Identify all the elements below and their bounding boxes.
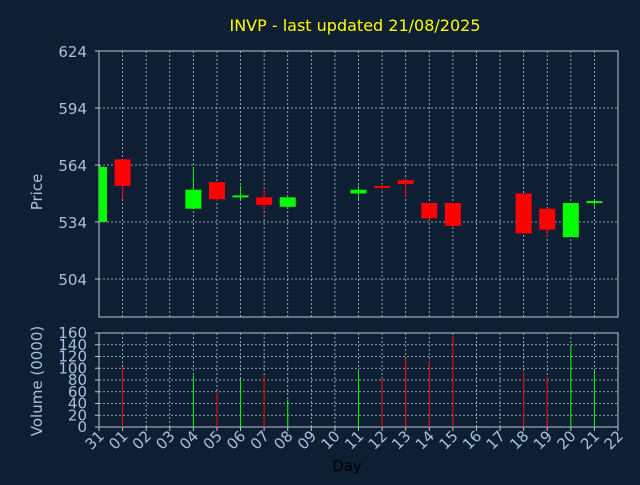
x-tick-label: 06 (223, 427, 249, 453)
candle-body (185, 189, 202, 209)
candle-body (515, 193, 532, 234)
candle-body (397, 180, 414, 184)
price-tick-label: 594 (58, 100, 87, 118)
candle-11 (350, 185, 367, 200)
x-tick-label: 19 (530, 427, 556, 453)
x-tick-label: 17 (483, 427, 509, 453)
x-tick-label: 13 (388, 427, 414, 453)
candle-12 (374, 184, 391, 190)
x-tick-label: 15 (435, 427, 461, 453)
chart-title: INVP - last updated 21/08/2025 (229, 16, 480, 35)
volume-tick-label: 100 (58, 359, 87, 377)
candle-08 (279, 197, 296, 209)
candle-body (99, 166, 107, 222)
candle-14 (421, 203, 438, 221)
candle-06 (232, 185, 249, 200)
candle-07 (256, 189, 273, 211)
volume-tick-label: 60 (68, 383, 87, 401)
x-tick-label: 01 (105, 427, 131, 453)
candle-21 (586, 201, 603, 207)
volume-panel: 1601401201008060402003101020304050607080… (58, 324, 626, 453)
volume-tick-label: 160 (58, 324, 87, 342)
x-axis-label: Day (332, 457, 362, 475)
x-tick-label: 11 (341, 427, 367, 453)
candle-body (114, 159, 131, 186)
x-tick-label: 21 (577, 427, 603, 453)
candle-body (350, 189, 367, 194)
candle-05 (208, 182, 225, 202)
x-tick-label: 09 (294, 427, 320, 453)
candle-body (232, 195, 249, 198)
x-tick-label: 16 (459, 427, 485, 453)
candle-body (256, 197, 273, 205)
candle-01 (114, 159, 131, 200)
x-tick-label: 10 (318, 427, 344, 453)
x-tick-label: 07 (247, 427, 273, 453)
candle-19 (539, 208, 556, 238)
price-tick-label: 624 (58, 43, 87, 61)
candle-body (539, 208, 556, 230)
volume-tick-label: 80 (68, 371, 87, 389)
candle-body (374, 185, 391, 188)
volume-tick-label: 40 (68, 395, 87, 413)
price-axis-label: Price (28, 174, 46, 211)
price-tick-label: 564 (58, 157, 87, 175)
candle-body (586, 201, 603, 204)
candle-31 (99, 165, 107, 222)
x-tick-label: 03 (152, 427, 178, 453)
x-tick-label: 22 (601, 427, 627, 453)
x-tick-label: 05 (200, 427, 226, 453)
candle-20 (562, 203, 579, 238)
x-tick-label: 20 (553, 427, 579, 453)
x-tick-label: 04 (176, 427, 202, 453)
x-tick-label: 02 (129, 427, 155, 453)
volume-tick-label: 0 (77, 418, 87, 436)
volume-tick-label: 20 (68, 406, 87, 424)
candle-body (421, 203, 438, 219)
x-tick-label: 12 (365, 427, 391, 453)
candle-15 (444, 203, 461, 228)
x-tick-label: 18 (506, 427, 532, 453)
volume-tick-label: 140 (58, 336, 87, 354)
price-tick-label: 504 (58, 271, 87, 289)
x-tick-label: 08 (270, 427, 296, 453)
candle-body (562, 203, 579, 238)
candle-body (208, 182, 225, 200)
candle-18 (515, 193, 532, 234)
candle-body (444, 203, 461, 226)
candle-04 (185, 166, 202, 209)
price-panel: 624 594 564 534 504 (58, 43, 619, 318)
candle-13 (397, 178, 414, 198)
volume-axis-label: Volume (0000) (28, 326, 46, 436)
price-tick-label: 534 (58, 214, 87, 232)
x-tick-label: 14 (412, 427, 438, 453)
candle-body (279, 197, 296, 207)
volume-tick-label: 120 (58, 348, 87, 366)
